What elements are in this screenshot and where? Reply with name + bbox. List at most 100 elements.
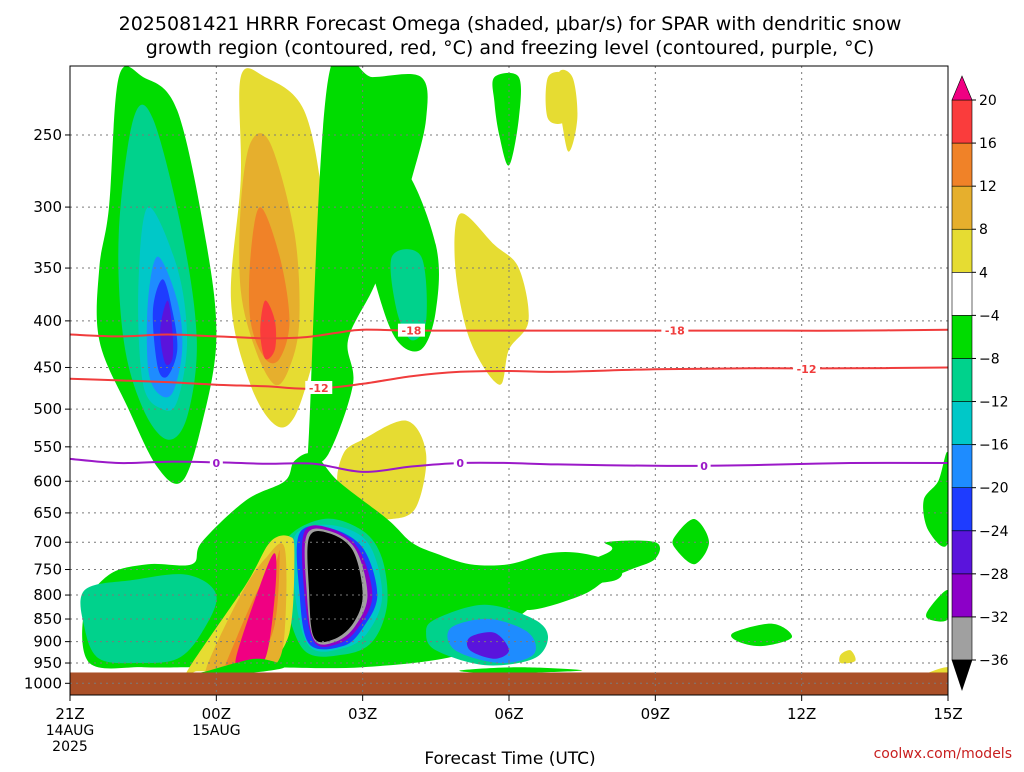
contour-label-bg-5 (453, 456, 467, 470)
colorbar-label-11: −28 (979, 567, 1009, 583)
colorbar-label-2: 12 (979, 179, 997, 195)
omega-region-37 (926, 590, 948, 622)
x-tick-label-2-0: 03Z (348, 705, 377, 723)
colorbar-label-5: −4 (979, 308, 1000, 324)
y-tick-label-950: 950 (33, 654, 62, 672)
omega-region-12 (390, 249, 427, 341)
colorbar-label-10: −24 (979, 524, 1009, 540)
colorbar-bin-2 (951, 530, 973, 575)
contour-label-5: 0 (453, 456, 467, 470)
colorbar-bin-11 (951, 142, 973, 187)
omega-region-16 (492, 72, 521, 166)
omega-region-9 (260, 300, 277, 360)
y-tick-label-450: 450 (33, 358, 62, 376)
omega-region-34 (672, 518, 709, 565)
colorbar-label-3: 8 (979, 222, 988, 238)
contour-label-bg-1 (661, 323, 689, 337)
omega-region-8 (248, 207, 290, 364)
contour-label-bg-6 (697, 458, 711, 472)
y-tick-label-1000: 1000 (24, 674, 62, 692)
y-tick-label-900: 900 (33, 633, 62, 651)
omega-region-40 (196, 658, 285, 674)
x-tick-label-1-0: 00Z (202, 705, 231, 723)
axes: 250 300 350 400 450 500 550 600 650 700 750 800 850 9… (24, 126, 963, 755)
y-tick-label-800: 800 (33, 586, 62, 604)
chart-title-line-2: growth region (contoured, red, °C) and f… (146, 37, 875, 59)
colorbar-label-6: −8 (979, 351, 1000, 367)
y-tick-label-850: 850 (33, 610, 62, 628)
colorbar-label-1: 16 (979, 136, 997, 152)
colorbar-bin-4 (951, 444, 973, 488)
x-tick-label-0-2: 2025 (52, 739, 88, 755)
contour-label-text-3: -12 (797, 363, 817, 376)
contour-label-3: -12 (793, 362, 821, 376)
y-tick-label-600: 600 (33, 472, 62, 490)
omega-region-28 (307, 530, 363, 643)
colorbar-extend-bottom (951, 659, 973, 691)
contour-label-0: -18 (397, 323, 425, 338)
x-tick-label-0-0: 21Z (55, 705, 84, 723)
contour-label-4: 0 (209, 456, 223, 470)
colorbar-extend-top (951, 75, 973, 101)
x-tick-label-3-0: 06Z (494, 705, 523, 723)
y-tick-label-500: 500 (33, 400, 62, 418)
colorbar-label-7: −12 (979, 395, 1009, 411)
contour-line-1 (70, 366, 948, 390)
colorbar-bin-1 (951, 573, 973, 618)
y-tick-label-250: 250 (33, 126, 62, 144)
contour-label-bg-4 (209, 456, 223, 470)
chart-title-line-1: 2025081421 HRRR Forecast Omega (shaded, … (119, 13, 902, 35)
omega-region-5 (160, 300, 174, 366)
plot-area: -18 -18 -12 -12 0 0 0 (69, 65, 949, 696)
y-tick-label-550: 550 (33, 438, 62, 456)
omega-region-41 (459, 667, 583, 674)
omega-region-33 (498, 540, 661, 611)
y-tick-label-650: 650 (33, 504, 62, 522)
contour-label-text-1: -18 (665, 325, 685, 338)
x-tick-label-5-0: 12Z (787, 705, 816, 723)
colorbar-bin-0 (951, 616, 973, 661)
contour-label-text-4: 0 (213, 457, 221, 470)
colorbar-label-9: −20 (979, 481, 1009, 497)
colorbar-bin-6 (951, 358, 973, 402)
colorbar-bin-5 (951, 401, 973, 445)
y-tick-label-400: 400 (33, 312, 62, 330)
colorbar-bin-8 (951, 272, 973, 316)
colorbar-bin-3 (951, 487, 973, 532)
y-tick-label-350: 350 (33, 259, 62, 277)
contour-label-text-6: 0 (700, 460, 708, 473)
x-axis-label: Forecast Time (UTC) (424, 749, 595, 768)
colorbar-bin-12 (951, 99, 973, 144)
contour-label-bg-0 (397, 323, 425, 337)
omega-region-15 (545, 71, 570, 125)
x-tick-label-0-1: 14AUG (46, 723, 95, 739)
omega-region-35 (731, 623, 793, 647)
grid (69, 66, 949, 695)
colorbar-bin-7 (951, 315, 973, 359)
omega-region-36 (923, 451, 948, 547)
contour-label-bg-2 (305, 381, 333, 395)
omega-region-39 (839, 650, 856, 664)
omega-region-13 (454, 213, 529, 385)
colorbar-label-8: −16 (979, 438, 1009, 454)
contour-label-1: -18 (661, 323, 689, 338)
credit-link[interactable]: coolwx.com/models (874, 746, 1012, 762)
omega-region-25 (466, 632, 509, 659)
contour-label-text-2: -12 (309, 382, 329, 395)
colorbar: 20 16 12 8 4 −4 −8 −12 −16 −20 −24 −28 −32 −36 (951, 75, 1009, 691)
colorbar-bin-10 (951, 185, 973, 230)
contour-lines: -18 -18 -12 -12 0 0 0 (70, 323, 948, 473)
colorbar-label-4: 4 (979, 265, 988, 281)
colorbar-label-13: −36 (979, 653, 1009, 669)
x-tick-label-4-0: 09Z (641, 705, 670, 723)
contour-label-text-5: 0 (456, 457, 464, 470)
y-tick-label-750: 750 (33, 561, 62, 579)
colorbar-label-12: −32 (979, 610, 1009, 626)
colorbar-bin-9 (951, 228, 973, 273)
contour-label-bg-3 (793, 362, 821, 376)
omega-region-32 (235, 553, 277, 666)
contour-label-6: 0 (697, 458, 711, 473)
y-tick-label-300: 300 (33, 198, 62, 216)
